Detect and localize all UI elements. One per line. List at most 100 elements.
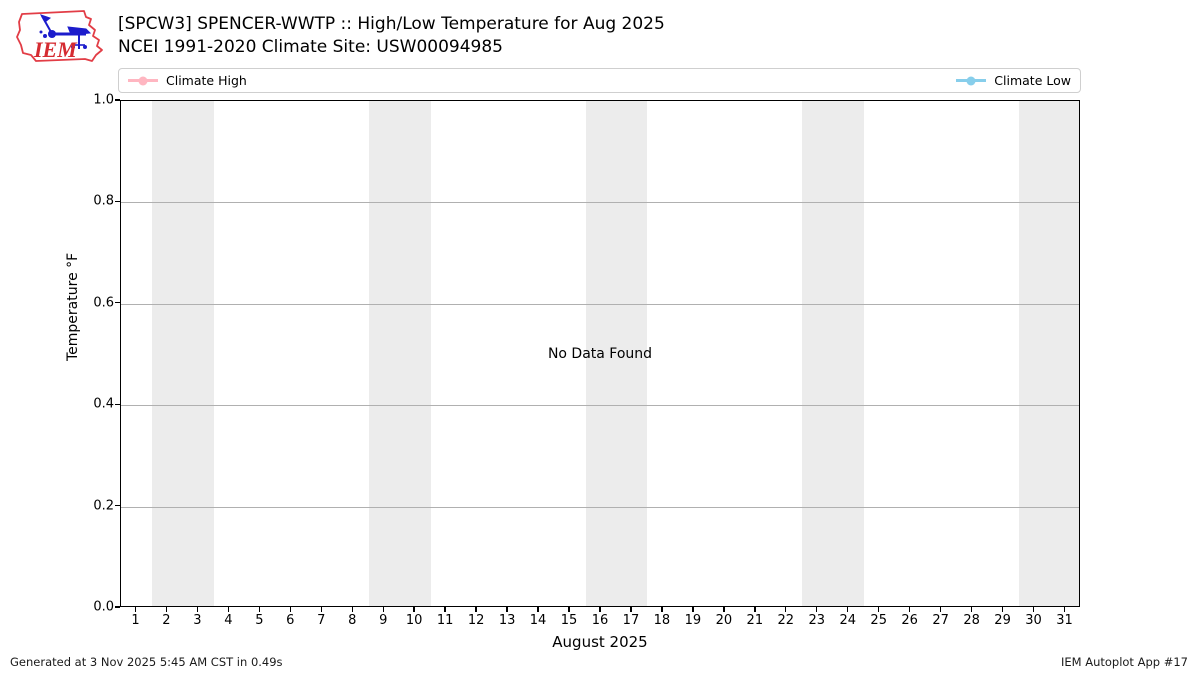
- x-tick-mark: [692, 607, 694, 612]
- weathervane-icon: [39, 14, 92, 49]
- x-tick-label: 9: [379, 613, 388, 628]
- x-tick-label: 24: [839, 613, 856, 628]
- x-tick-label: 2: [162, 613, 171, 628]
- no-data-message: No Data Found: [547, 345, 653, 362]
- x-tick-label: 31: [1056, 613, 1073, 628]
- x-tick-mark: [258, 607, 261, 612]
- y-tick-mark: [115, 403, 120, 405]
- x-tick-mark: [289, 607, 291, 612]
- climate-high-marker: [128, 76, 158, 85]
- weekend-band: [151, 101, 214, 606]
- legend: Climate High Climate Low: [118, 68, 1081, 93]
- y-tick-label: 0.4: [93, 396, 114, 412]
- x-tick-label: 1: [131, 613, 140, 628]
- x-tick-mark: [847, 607, 849, 612]
- chart-title: [SPCW3] SPENCER-WWTP :: High/Low Tempera…: [118, 14, 665, 34]
- x-tick-label: 17: [622, 613, 640, 628]
- x-axis-label: August 2025: [552, 633, 648, 651]
- x-tick-label: 10: [405, 613, 423, 628]
- gridline: [121, 506, 1079, 508]
- weekend-band: [368, 101, 431, 606]
- climate-low-marker: [956, 76, 987, 85]
- y-tick-label: 0.8: [93, 193, 114, 209]
- chart-subtitle: NCEI 1991-2020 Climate Site: USW00094985: [118, 37, 503, 57]
- x-tick-mark: [878, 607, 880, 612]
- x-tick-label: 20: [715, 613, 733, 628]
- x-tick-mark: [599, 607, 601, 612]
- x-tick-mark: [537, 607, 539, 612]
- x-tick-mark: [785, 607, 787, 612]
- x-tick-label: 18: [653, 613, 671, 628]
- y-tick-mark: [115, 606, 120, 608]
- x-tick-label: 23: [808, 613, 826, 628]
- climate-high-dot: [138, 76, 148, 85]
- x-tick-mark: [382, 607, 384, 612]
- y-tick-label: 1.0: [93, 92, 114, 108]
- x-tick-mark: [196, 607, 199, 612]
- x-tick-label: 12: [467, 613, 485, 628]
- weekend-band: [585, 101, 648, 606]
- x-tick-label: 27: [932, 613, 949, 628]
- plot-area: No Data Found: [120, 100, 1080, 607]
- x-tick-label: 5: [255, 613, 264, 628]
- x-tick-label: 19: [684, 613, 702, 628]
- y-tick-label: 0.0: [93, 599, 114, 615]
- x-tick-mark: [413, 607, 415, 612]
- x-tick-label: 30: [1025, 613, 1042, 628]
- y-tick-mark: [115, 99, 120, 101]
- x-tick-mark: [320, 607, 322, 612]
- x-tick-label: 25: [870, 613, 887, 628]
- x-tick-mark: [723, 607, 725, 612]
- x-tick-label: 8: [348, 613, 357, 628]
- legend-label-climate-high: Climate High: [166, 73, 247, 88]
- chart-title-block: [SPCW3] SPENCER-WWTP :: High/Low Tempera…: [118, 13, 665, 59]
- logo-text: IEM: [33, 37, 78, 62]
- x-tick-label: 3: [193, 613, 202, 628]
- x-tick-label: 22: [777, 613, 795, 628]
- x-tick-mark: [754, 607, 756, 612]
- x-tick-label: 6: [286, 613, 295, 628]
- y-tick-mark: [115, 200, 120, 203]
- weekend-band: [1019, 101, 1079, 606]
- x-tick-mark: [506, 607, 508, 612]
- x-tick-mark: [165, 607, 168, 612]
- x-tick-mark: [970, 607, 973, 612]
- y-tick-mark: [115, 302, 120, 304]
- x-tick-label: 16: [591, 613, 609, 628]
- x-tick-label: 21: [746, 613, 764, 628]
- gridline: [121, 303, 1079, 305]
- weekend-band: [802, 101, 865, 606]
- x-tick-mark: [227, 607, 230, 612]
- iem-logo: IEM: [16, 10, 103, 62]
- x-tick-mark: [630, 607, 632, 612]
- x-tick-mark: [475, 607, 477, 612]
- generated-timestamp: Generated at 3 Nov 2025 5:45 AM CST in 0…: [10, 655, 283, 669]
- x-tick-mark: [816, 607, 818, 612]
- x-tick-label: 14: [529, 613, 547, 628]
- y-tick-label: 0.6: [93, 295, 114, 311]
- y-tick-label: 0.2: [93, 498, 114, 514]
- x-tick-label: 11: [436, 613, 454, 628]
- x-tick-label: 7: [317, 613, 326, 628]
- legend-item-climate-high: Climate High: [128, 73, 247, 88]
- y-axis-label: Temperature °F: [65, 252, 81, 361]
- x-tick-mark: [939, 607, 942, 612]
- gridline: [121, 405, 1079, 407]
- x-tick-label: 4: [224, 613, 233, 628]
- x-tick-mark: [568, 607, 570, 612]
- app-credit: IEM Autoplot App #17: [1060, 655, 1188, 669]
- x-tick-label: 15: [560, 613, 578, 628]
- x-tick-mark: [351, 607, 353, 612]
- gridline: [121, 202, 1079, 204]
- x-tick-mark: [444, 607, 446, 612]
- x-tick-label: 29: [994, 613, 1011, 628]
- legend-item-climate-low: Climate Low: [956, 73, 1071, 88]
- iowa-outline: [16, 10, 103, 62]
- x-tick-mark: [134, 607, 137, 612]
- x-tick-label: 26: [901, 613, 918, 628]
- x-tick-mark: [908, 607, 911, 612]
- x-tick-label: 13: [498, 613, 516, 628]
- x-tick-mark: [1032, 607, 1035, 612]
- x-tick-mark: [661, 607, 663, 612]
